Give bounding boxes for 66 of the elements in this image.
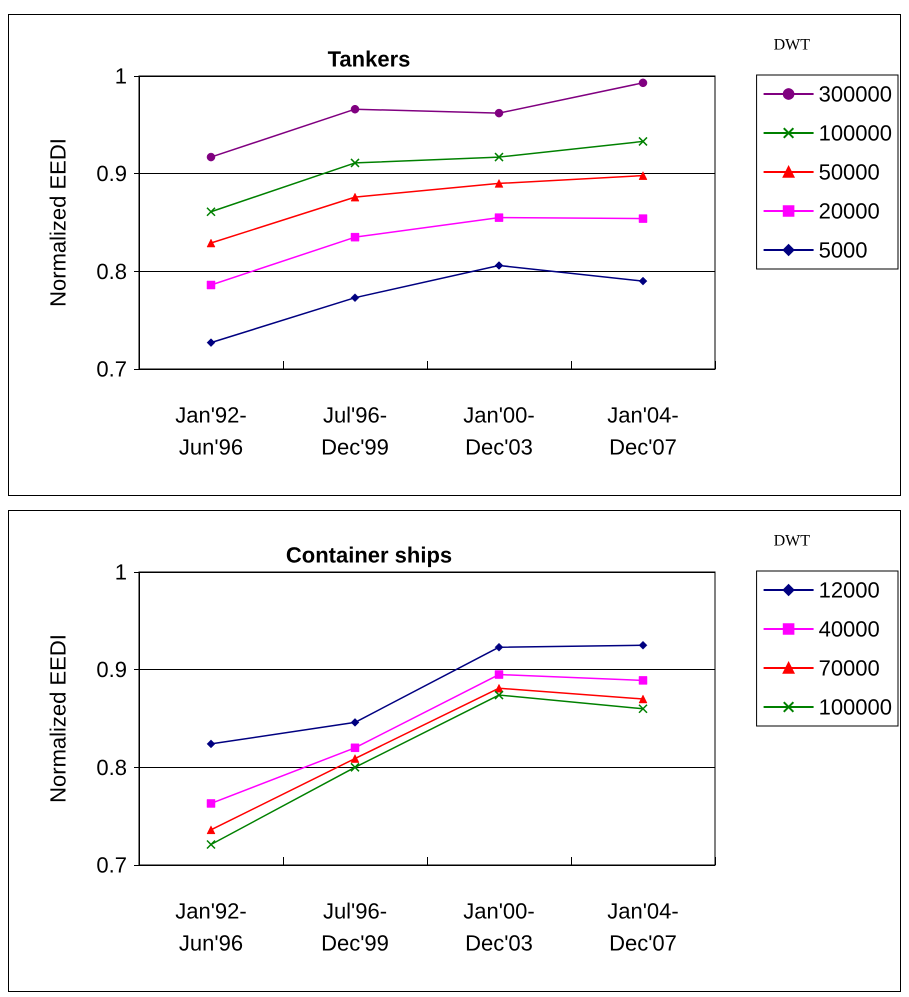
chart-title: Tankers (328, 46, 410, 72)
y-tick-label: 1 (114, 560, 127, 584)
x-tick-label: Jan'92- Jun'96 (175, 898, 247, 956)
point (638, 171, 648, 180)
y-tick-label: 0.9 (96, 657, 127, 682)
chart-title: Container ships (286, 542, 452, 568)
point (494, 152, 504, 162)
x-tick-label: Jan'04- Dec'07 (607, 898, 679, 956)
x-tick-label: Jul'96- Dec'99 (321, 898, 389, 956)
point (206, 826, 216, 834)
legend-label: 50000 (818, 160, 880, 184)
point (638, 641, 648, 650)
point (350, 754, 360, 763)
legend-label: 40000 (818, 616, 880, 642)
point (350, 762, 360, 772)
legend-label: 100000 (818, 694, 892, 720)
point (494, 261, 504, 270)
y-tick-label: 1 (114, 64, 127, 88)
point (638, 704, 648, 714)
point (206, 799, 216, 808)
point (494, 108, 504, 118)
point (206, 280, 216, 290)
point (350, 104, 360, 114)
x-tick-label: Jan'92- Jun'96 (175, 402, 247, 460)
y-tick-label: 0.7 (96, 852, 127, 878)
point (350, 293, 360, 302)
y-tick-label: 0.7 (96, 356, 127, 382)
point (494, 670, 504, 679)
point (494, 642, 504, 652)
y-axis-title: Normalized EEDI (46, 138, 70, 307)
x-tick-label: Jan'00- Dec'03 (463, 402, 535, 460)
point (206, 207, 216, 217)
point (638, 136, 648, 146)
point (206, 338, 216, 347)
legend-label: 12000 (818, 578, 880, 602)
x-tick-label: Jul'96- Dec'99 (321, 402, 389, 460)
y-tick-label: 0.9 (96, 161, 127, 186)
point (638, 276, 648, 286)
x-tick-label: Jan'04- Dec'07 (607, 402, 679, 460)
y-tick-label: 0.8 (96, 754, 127, 780)
legend-label: 70000 (818, 656, 880, 680)
y-tick-label: 0.8 (96, 258, 127, 284)
x-tick-label: Jan'00- Dec'03 (463, 898, 535, 956)
point (638, 676, 648, 685)
point (638, 214, 648, 223)
point (494, 690, 504, 700)
legend-title: DWT (774, 36, 810, 54)
legend-label: 100000 (818, 120, 892, 146)
point (206, 238, 216, 248)
point (350, 192, 360, 202)
legend-label: 5000 (818, 238, 868, 262)
point (350, 744, 360, 752)
point (350, 718, 360, 727)
point (494, 213, 504, 222)
legend-label: 20000 (818, 198, 880, 224)
legend-label: 300000 (818, 82, 892, 106)
point (638, 694, 648, 704)
point (638, 78, 648, 88)
point (206, 840, 216, 850)
point (206, 740, 216, 748)
point (206, 152, 216, 162)
point (350, 158, 360, 168)
legend-title: DWT (774, 532, 810, 550)
y-axis-title: Normalized EEDI (46, 634, 70, 803)
point (350, 232, 360, 242)
point (494, 179, 504, 188)
